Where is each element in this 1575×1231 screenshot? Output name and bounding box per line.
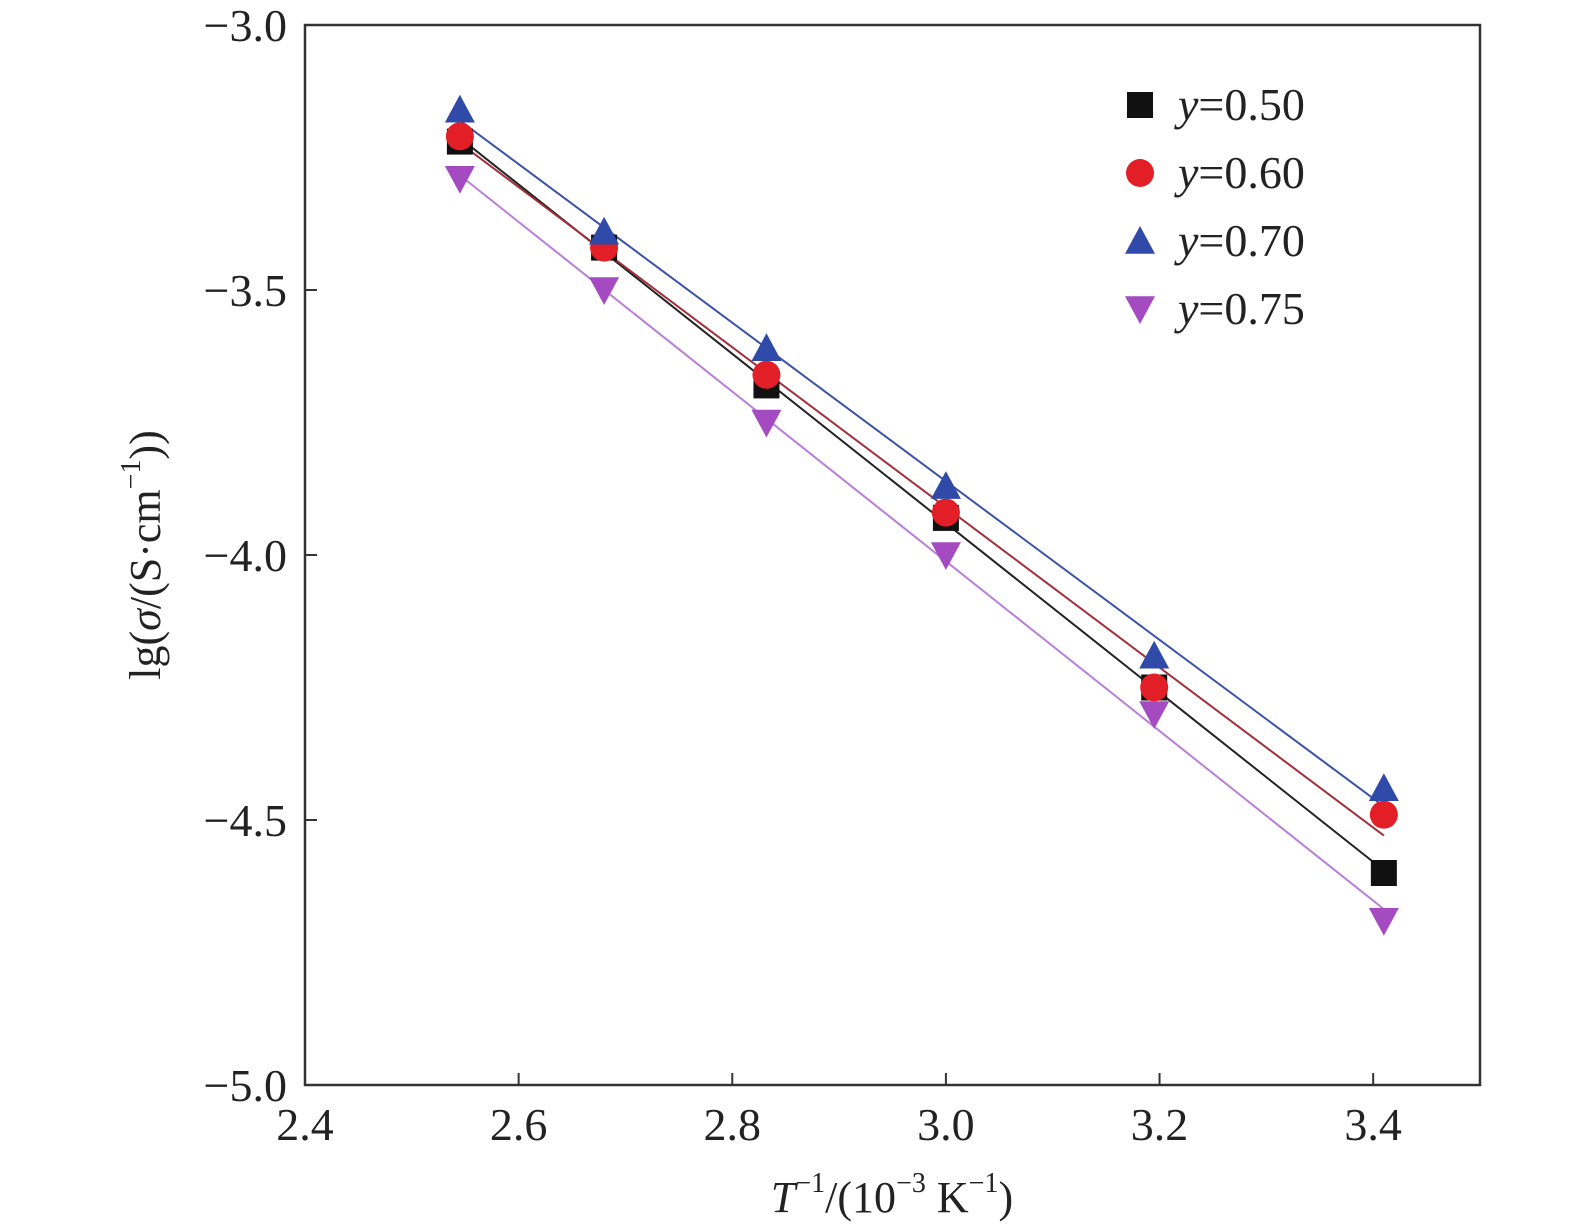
point-0-60-3 (931, 498, 960, 527)
x-tick-label: 2.6 (490, 1099, 548, 1150)
legend-label: y=0.60 (1174, 147, 1305, 198)
point-0-75-3 (930, 542, 961, 570)
point-0-60-4 (1140, 673, 1169, 702)
x-axis: 2.4 2.6 2.8 3.0 3.2 3.4 (276, 1073, 1402, 1150)
legend-label: y=0.50 (1174, 79, 1305, 130)
x-tick-label: 3.2 (1131, 1099, 1189, 1150)
point-0-70-1 (589, 216, 620, 245)
legend-label: y=0.70 (1174, 215, 1305, 266)
x-tick-label: 2.4 (276, 1099, 334, 1150)
y-axis: −5.0 −4.5 −4.0 −3.5 −3.0 (204, 0, 317, 1111)
point-0-75-0 (444, 165, 475, 194)
x-tick-label: 3.4 (1344, 1099, 1402, 1150)
data-markers (444, 94, 1399, 936)
y-tick-label: −3.5 (204, 265, 287, 316)
point-0-60-2 (752, 360, 781, 389)
point-0-75-1 (589, 277, 620, 305)
point-0-60-0 (445, 122, 474, 151)
y-tick-label: −5.0 (204, 1060, 287, 1111)
point-0-75-4 (1139, 701, 1170, 729)
y-tick-label: −3.0 (204, 0, 287, 51)
legend-marker-0-60 (1126, 159, 1154, 187)
point-0-70-4 (1139, 640, 1170, 669)
y-axis-title: lg(σ/(S·cm−1)) (116, 430, 170, 679)
legend-marker-0-70 (1125, 226, 1155, 254)
legend-marker-0-75 (1125, 296, 1155, 324)
y-tick-label: −4.5 (204, 795, 287, 846)
fit-line-0-75 (459, 174, 1385, 910)
point-0-50-5 (1370, 860, 1397, 886)
x-tick-label: 2.8 (704, 1099, 762, 1150)
point-0-75-2 (751, 409, 782, 438)
point-0-70-5 (1368, 773, 1399, 801)
point-0-75-5 (1368, 907, 1399, 936)
point-0-70-2 (751, 333, 782, 362)
point-0-70-3 (930, 471, 961, 499)
point-0-60-5 (1369, 800, 1398, 829)
x-tick-label: 3.0 (917, 1099, 975, 1150)
legend-label: y=0.75 (1174, 283, 1305, 334)
point-0-70-0 (444, 94, 475, 123)
legend: y=0.50 y=0.60 y=0.70 y=0.75 (1125, 79, 1305, 334)
x-axis-title: T−1/(10−3 K−1) (771, 1168, 1013, 1222)
legend-marker-0-50 (1127, 92, 1153, 118)
y-tick-label: −4.0 (204, 530, 287, 581)
